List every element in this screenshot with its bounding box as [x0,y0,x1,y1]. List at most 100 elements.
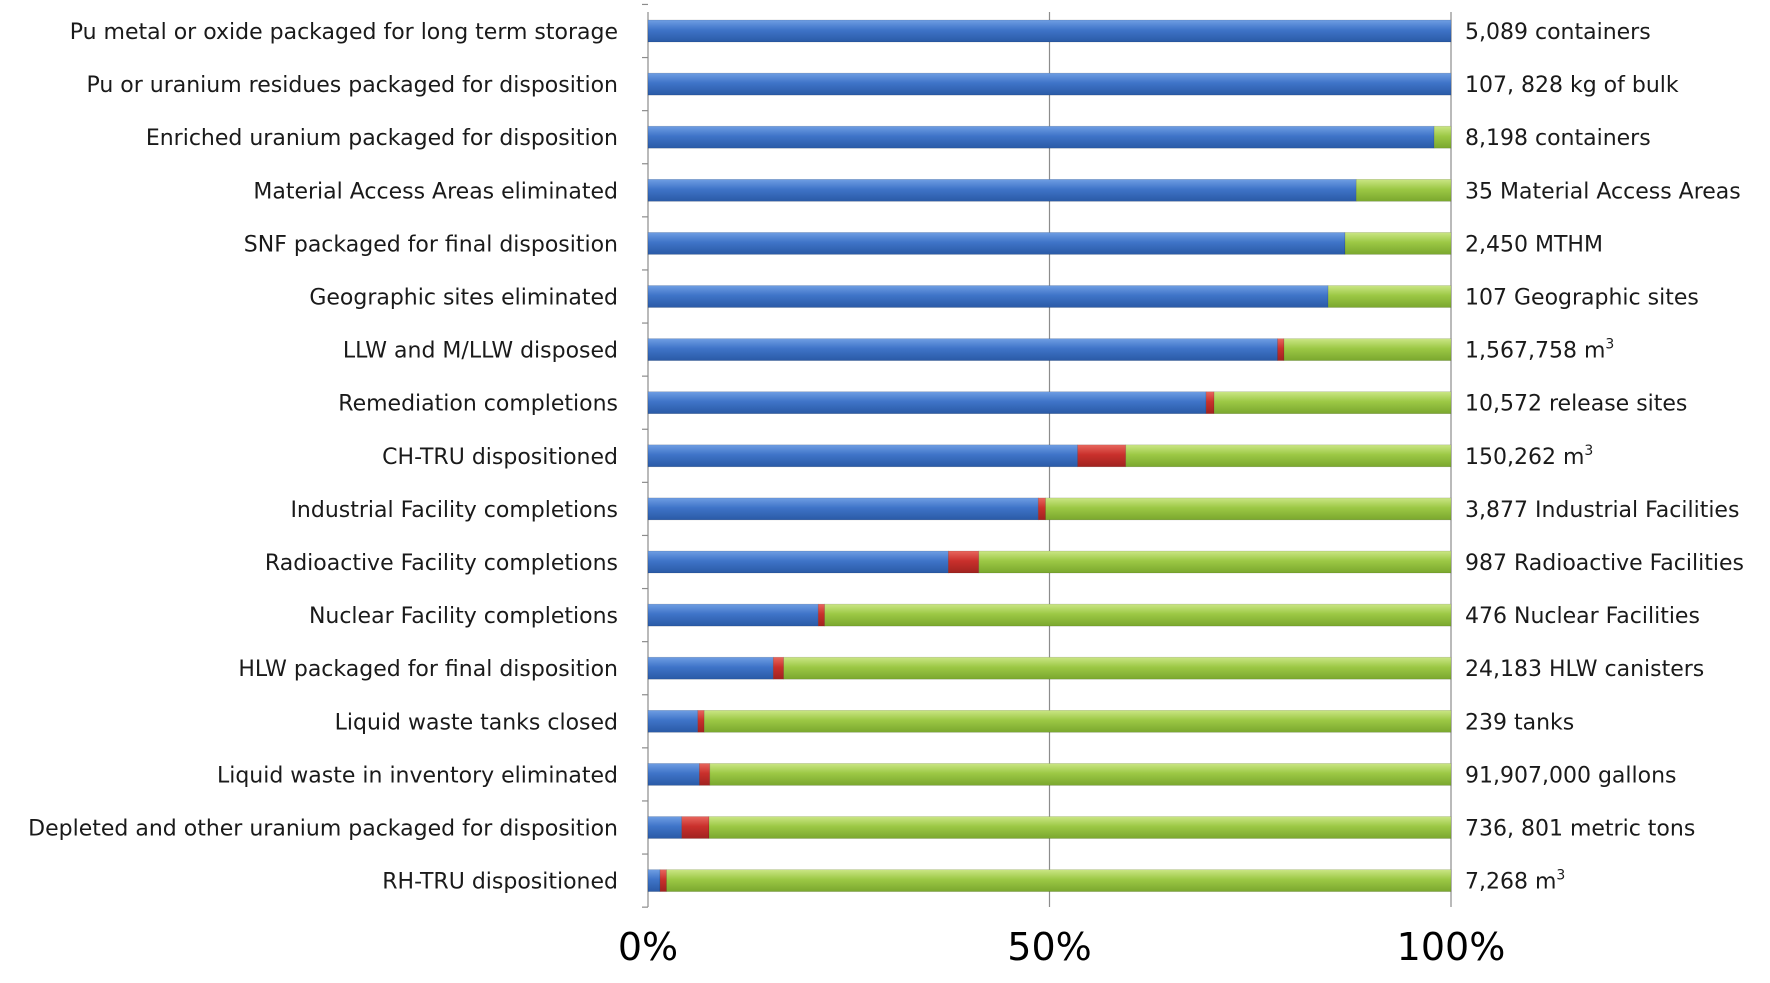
complete-segment [647,19,1452,43]
category-label: RH-TRU dispositioned [382,870,618,895]
remaining-segment [1213,391,1452,415]
remaining-segment [1045,497,1452,521]
category-labels: Pu metal or oxide packaged for long term… [28,20,618,895]
bars [647,19,1452,892]
remaining-segment [978,550,1452,574]
total-label: 1,567,758 m3 [1465,337,1614,364]
bar-row [647,816,1452,839]
bar-row [647,656,1452,680]
remaining-segment [783,656,1452,680]
middle-segment [681,816,710,839]
complete-segment [647,125,1435,149]
bar-row [647,179,1452,202]
remaining-segment [1125,444,1452,468]
total-label: 107 Geographic sites [1465,286,1699,311]
total-label: 239 tanks [1465,710,1574,735]
total-label: 107, 828 kg of bulk [1465,73,1679,98]
complete-segment [647,550,949,574]
complete-segment [647,232,1346,255]
category-label: Radioactive Facility completions [265,551,618,576]
total-label: 2,450 MTHM [1465,232,1603,257]
category-label: Geographic sites eliminated [309,286,618,311]
complete-segment [647,444,1078,468]
middle-segment [699,763,711,786]
remaining-segment [1283,338,1452,361]
complete-segment [647,285,1329,308]
middle-segment [772,656,785,680]
x-tick-label: 50% [1007,925,1091,969]
remaining-segment [1344,232,1452,255]
middle-segment [817,603,825,627]
bar-row [647,497,1452,521]
category-label: Industrial Facility completions [290,498,618,523]
middle-segment [697,709,705,733]
remaining-segment [1355,179,1452,202]
remaining-segment [1327,285,1452,308]
middle-segment [1277,338,1285,361]
category-label: Remediation completions [338,392,618,417]
complete-segment [647,763,700,786]
total-label: 476 Nuclear Facilities [1465,604,1700,629]
remaining-segment [824,603,1452,627]
category-label: LLW and M/LLW disposed [343,339,618,364]
category-label: Liquid waste in inventory eliminated [217,763,618,788]
total-label: 3,877 Industrial Facilities [1465,498,1739,523]
category-label: Pu or uranium residues packaged for disp… [86,73,618,98]
bar-row [647,603,1452,627]
category-label: Pu metal or oxide packaged for long term… [70,20,618,45]
remaining-segment [703,709,1452,733]
bar-row [647,285,1452,308]
complete-segment [647,338,1278,361]
category-label: HLW packaged for final disposition [238,657,618,682]
bar-row [647,19,1452,43]
category-label: Liquid waste tanks closed [335,710,618,735]
superscript: 3 [1584,443,1593,459]
complete-segment [647,709,699,733]
total-label: 35 Material Access Areas [1465,179,1741,204]
total-label: 91,907,000 gallons [1465,763,1677,788]
total-labels: 5,089 containers 107, 828 kg of bulk 8,198… [1465,20,1744,895]
middle-segment [1037,497,1046,521]
complete-segment [647,179,1357,202]
total-label: 24,183 HLW canisters [1465,657,1704,682]
remaining-segment [1433,125,1452,149]
remaining-segment [708,816,1452,839]
bar-row [647,72,1452,96]
bar-row [647,391,1452,415]
bar-row [647,709,1452,733]
bar-row [647,232,1452,255]
category-label: Nuclear Facility completions [309,604,618,629]
superscript: 3 [1556,868,1565,884]
total-label: 150,262 m3 [1465,443,1593,470]
total-label: 5,089 containers [1465,20,1651,45]
category-label: Material Access Areas eliminated [253,179,618,204]
complete-segment [647,72,1452,96]
x-axis-ticks: 0% 50% 100% [618,925,1505,969]
total-label: 7,268 m3 [1465,868,1565,895]
total-label: 736, 801 metric tons [1465,817,1695,842]
bar-row [647,125,1452,149]
complete-segment [647,656,774,680]
bar-row [647,869,1452,892]
bar-row [647,444,1452,468]
complete-segment [647,391,1207,415]
complete-segment [647,869,661,892]
remaining-segment [666,869,1452,892]
remaining-segment [709,763,1452,786]
bar-row [647,338,1452,361]
middle-segment [1077,444,1127,468]
category-label: SNF packaged for final disposition [244,232,618,257]
total-label: 987 Radioactive Facilities [1465,551,1744,576]
total-label: 10,572 release sites [1465,392,1687,417]
category-label: Depleted and other uranium packaged for … [28,817,618,842]
complete-segment [647,603,819,627]
middle-segment [1205,391,1215,415]
total-label: 8,198 containers [1465,126,1651,151]
middle-segment [948,550,980,574]
x-tick-label: 0% [618,925,678,969]
superscript: 3 [1605,337,1614,353]
category-label: CH-TRU dispositioned [382,445,618,470]
category-label: Enriched uranium packaged for dispositio… [146,126,618,151]
bar-row [647,550,1452,574]
